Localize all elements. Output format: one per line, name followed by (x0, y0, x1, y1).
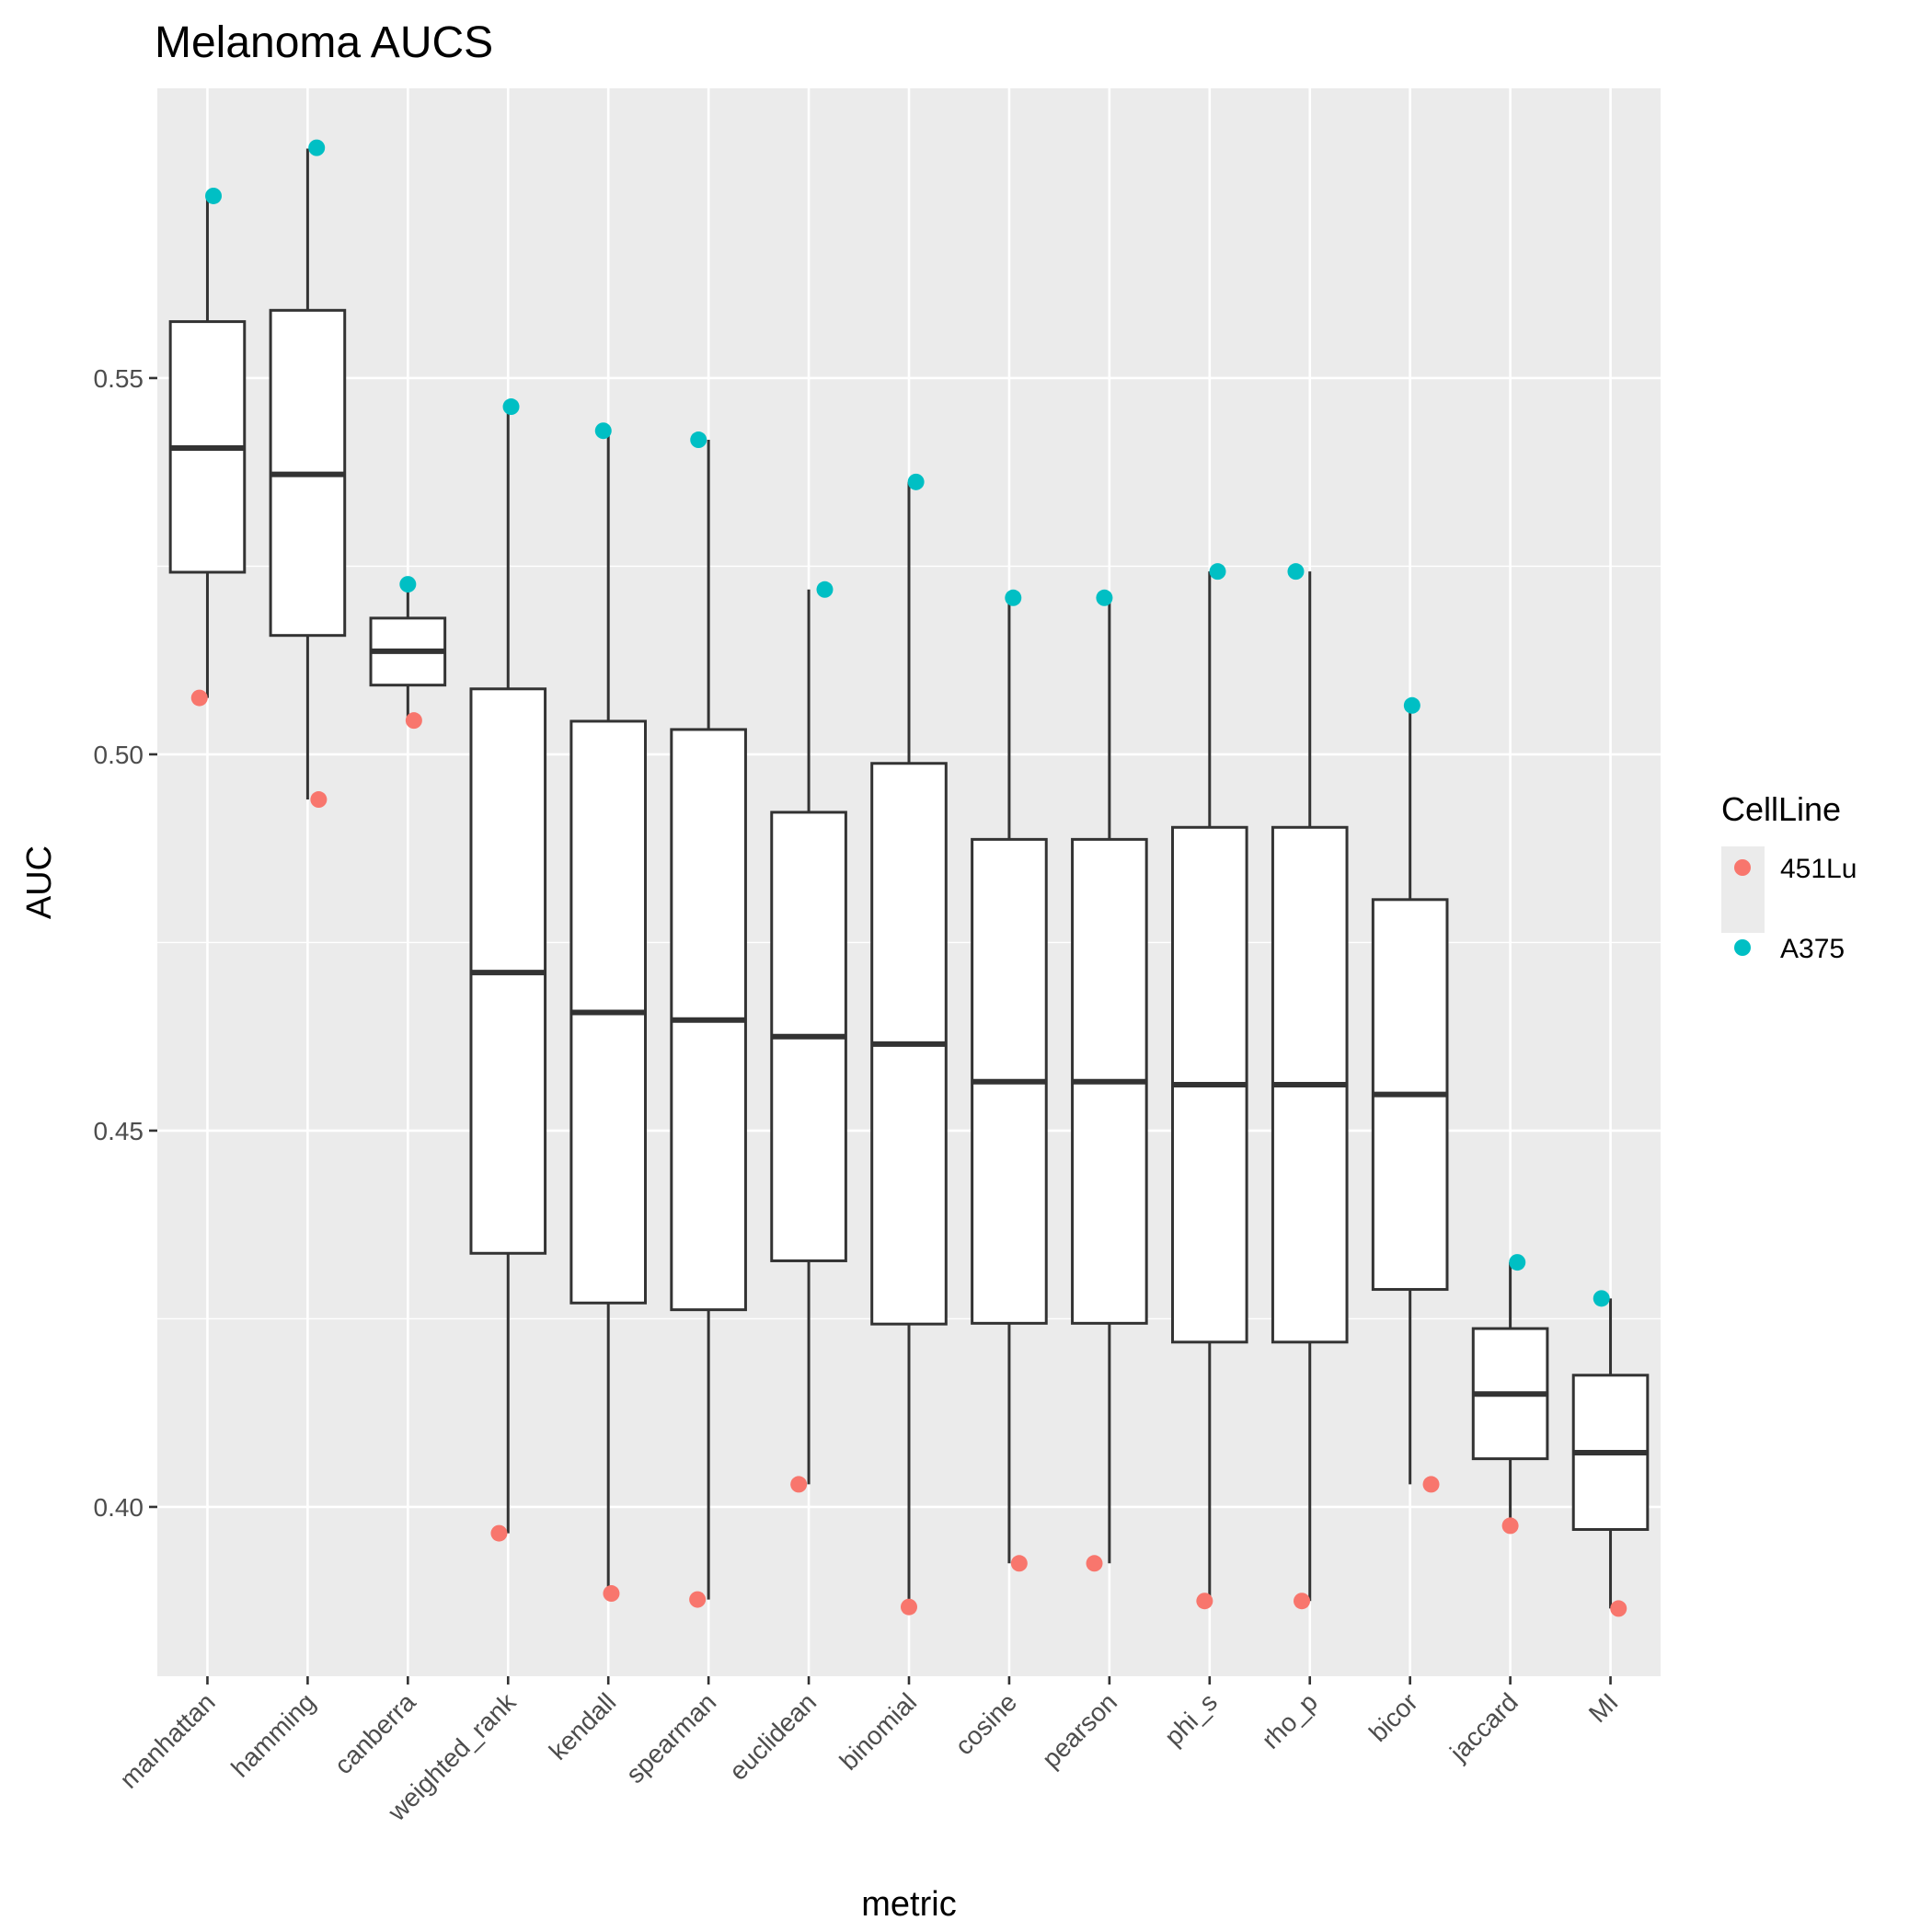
legend-point-451lu (1734, 859, 1751, 876)
point-a375-pearson (1096, 589, 1113, 606)
point-451lu-phi_s (1196, 1593, 1213, 1610)
x-tick-label-pearson: pearson (1037, 1687, 1122, 1773)
y-tick-label: 0.50 (94, 741, 144, 769)
x-tick-label-rho_p: rho_p (1256, 1687, 1323, 1754)
point-a375-cosine (1005, 589, 1022, 606)
x-tick-label-manhattan: manhattan (114, 1687, 220, 1793)
x-axis-title: metric (861, 1885, 956, 1924)
point-451lu-canberra (405, 712, 422, 730)
x-tick-label-binomial: binomial (834, 1687, 923, 1776)
point-451lu-binomial (901, 1598, 917, 1616)
x-tick-label-euclidean: euclidean (724, 1687, 822, 1786)
point-a375-weighted_rank (502, 398, 520, 416)
point-451lu-euclidean (790, 1476, 808, 1493)
point-451lu-weighted_rank (490, 1524, 508, 1542)
point-a375-rho_p (1287, 563, 1305, 581)
x-tick-label-spearman: spearman (620, 1687, 721, 1788)
point-a375-euclidean (816, 581, 834, 598)
point-451lu-bicor (1422, 1476, 1440, 1493)
chart-title: Melanoma AUCS (155, 18, 493, 67)
y-axis-title: AUC (20, 845, 59, 919)
box-plots (168, 148, 1650, 1609)
point-a375-hamming (308, 139, 326, 156)
point-a375-MI (1593, 1290, 1610, 1307)
point-a375-phi_s (1209, 563, 1226, 581)
point-451lu-pearson (1086, 1555, 1103, 1572)
y-tick-label: 0.40 (94, 1493, 144, 1522)
legend: CellLine 451Lu A375 (1721, 790, 1857, 964)
x-tick-label-canberra: canberra (329, 1687, 421, 1779)
legend-key-a375 (1721, 890, 1765, 933)
point-a375-spearman (690, 431, 707, 449)
legend-point-a375 (1734, 939, 1751, 956)
data-points (190, 139, 1627, 1617)
legend-label-a375: A375 (1780, 934, 1845, 964)
legend-label-451lu: 451Lu (1780, 854, 1857, 884)
point-a375-binomial (907, 473, 925, 490)
x-tick-label-cosine: cosine (949, 1687, 1022, 1760)
point-451lu-manhattan (190, 689, 208, 707)
x-tick-label-phi_s: phi_s (1159, 1687, 1223, 1751)
x-tick-label-jaccard: jaccard (1443, 1687, 1523, 1766)
point-451lu-spearman (689, 1591, 707, 1608)
point-a375-canberra (399, 576, 417, 593)
y-tick-label: 0.55 (94, 364, 144, 393)
point-451lu-kendall (603, 1585, 620, 1603)
point-451lu-jaccard (1501, 1517, 1519, 1535)
x-tick-label-bicor: bicor (1363, 1687, 1423, 1747)
point-451lu-MI (1610, 1600, 1627, 1617)
point-a375-kendall (594, 422, 612, 440)
point-451lu-hamming (310, 791, 328, 809)
point-451lu-rho_p (1294, 1593, 1311, 1610)
y-tick-label: 0.45 (94, 1117, 144, 1145)
point-a375-bicor (1403, 696, 1420, 714)
x-tick-label-kendall: kendall (544, 1687, 622, 1765)
x-tick-label-hamming: hamming (225, 1687, 320, 1782)
x-tick-label-MI: MI (1583, 1687, 1624, 1728)
point-451lu-cosine (1010, 1555, 1028, 1572)
point-a375-jaccard (1509, 1254, 1526, 1271)
point-a375-manhattan (205, 187, 223, 204)
legend-title: CellLine (1721, 790, 1841, 828)
